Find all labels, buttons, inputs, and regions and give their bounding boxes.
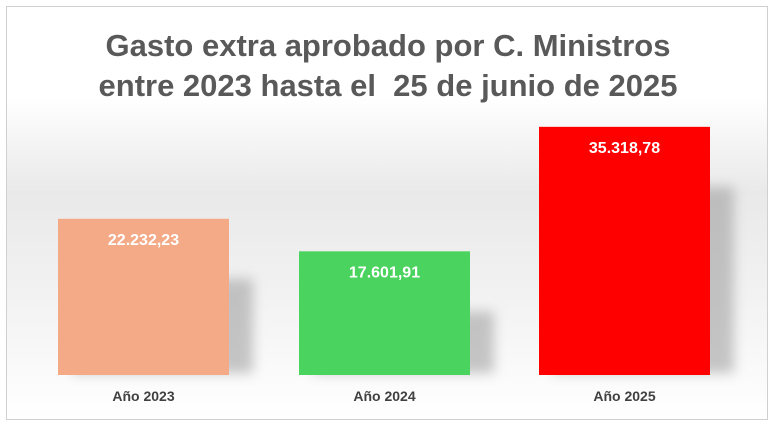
category-label-3: Año 2025 [593,388,655,404]
bar-2 [299,251,470,375]
bar-value-label-1: 22.232,23 [108,232,179,249]
category-label-1: Año 2023 [112,388,174,404]
bar-3 [539,126,710,375]
chart-title-line-2: entre 2023 hasta el 25 de junio de 2025 [98,68,678,103]
chart-title: Gasto extra aprobado por C. Ministros en… [0,26,776,106]
chart-title-line-1: Gasto extra aprobado por C. Ministros [105,28,671,63]
bar-value-label-3: 35.318,78 [589,140,660,157]
bar-1 [58,218,229,375]
category-label-2: Año 2024 [353,388,415,404]
bar-value-label-2: 17.601,91 [349,264,420,281]
